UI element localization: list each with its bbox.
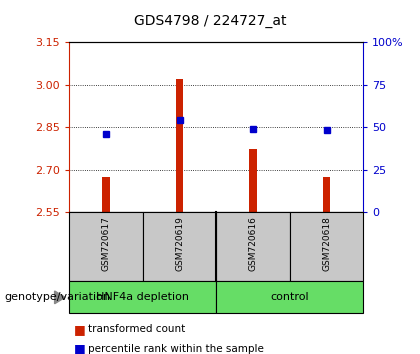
Text: transformed count: transformed count [88,324,186,334]
Text: HNF4a depletion: HNF4a depletion [96,292,189,302]
Text: GDS4798 / 224727_at: GDS4798 / 224727_at [134,14,286,28]
Text: control: control [270,292,309,302]
Text: GSM720619: GSM720619 [175,216,184,271]
Text: GSM720617: GSM720617 [102,216,110,271]
Text: ■: ■ [74,342,85,354]
Text: ■: ■ [74,323,85,336]
Text: genotype/variation: genotype/variation [4,292,110,302]
Polygon shape [55,291,65,304]
Text: GSM720618: GSM720618 [322,216,331,271]
Bar [249,149,257,212]
Bar [102,177,110,212]
Bar [323,177,330,212]
Text: GSM720616: GSM720616 [249,216,257,271]
Text: percentile rank within the sample: percentile rank within the sample [88,344,264,354]
Bar [176,79,183,212]
